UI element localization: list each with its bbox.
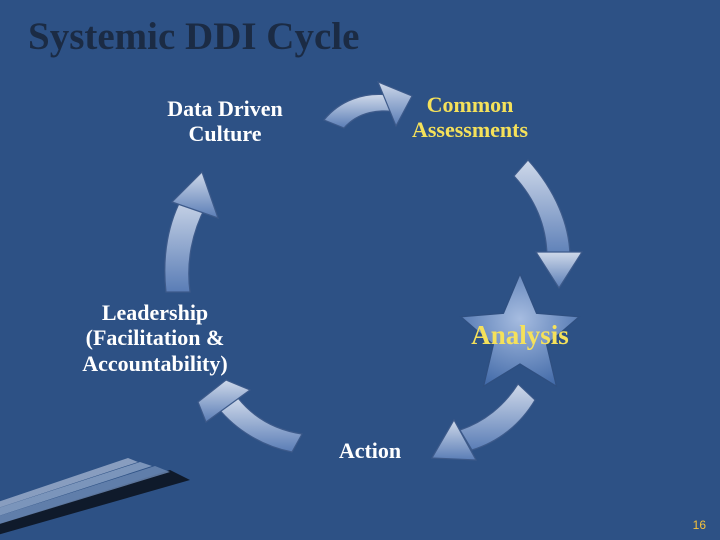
node-label-action: Action [300, 438, 440, 463]
slide: Systemic DDI Cycle Data Driven CultureCo… [0, 0, 720, 540]
arrow_common_to_analysis-body [514, 160, 570, 258]
arrow_analysis_to_action-body [460, 384, 535, 450]
page-number: 16 [693, 518, 706, 532]
node-label-data_driven_culture: Data Driven Culture [140, 96, 310, 147]
arrow_action_to_leadership-body [218, 398, 302, 452]
node-label-common_assessments: Common Assessments [370, 92, 570, 143]
node-label-leadership: Leadership (Facilitation & Accountabilit… [50, 300, 260, 376]
node-label-analysis: Analysis [435, 320, 605, 351]
arrow_common_to_analysis-head [536, 252, 582, 288]
